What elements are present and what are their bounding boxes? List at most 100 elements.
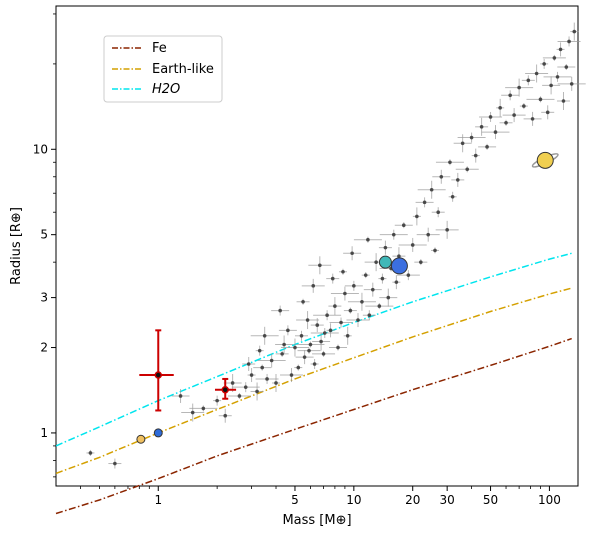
exoplanet-point	[250, 382, 264, 401]
exoplanet-marker	[380, 276, 385, 281]
exoplanet-marker	[436, 210, 441, 215]
exoplanet-marker	[538, 97, 543, 102]
exoplanet-point	[278, 325, 297, 336]
exoplanet-marker	[545, 110, 550, 115]
exoplanet-point	[275, 350, 289, 357]
exoplanet-points	[86, 22, 586, 469]
exoplanet-marker	[293, 345, 297, 350]
exoplanet-marker	[504, 120, 508, 125]
point-earth	[153, 428, 163, 438]
exoplanet-marker	[190, 410, 195, 415]
exoplanet-marker	[339, 320, 343, 325]
exoplanet-marker	[333, 304, 337, 308]
exoplanet-point	[412, 207, 421, 226]
exoplanet-point	[432, 169, 451, 184]
exoplanet-point	[329, 344, 348, 351]
exoplanet-marker	[394, 280, 399, 284]
exoplanet-marker	[269, 358, 274, 363]
exoplanet-marker	[356, 318, 360, 322]
exoplanet-point	[255, 345, 264, 356]
x-tick-label: 5	[291, 493, 299, 507]
exoplanet-marker	[325, 313, 329, 318]
exoplanet-marker	[286, 328, 290, 333]
exoplanet-marker	[410, 243, 415, 247]
exoplanet-point	[347, 292, 376, 311]
legend-label-h2o: H2O	[152, 82, 180, 97]
exoplanet-marker	[301, 299, 305, 304]
exoplanet-point	[326, 273, 340, 284]
x-tick-label: 20	[405, 493, 420, 507]
exoplanet-point	[431, 207, 445, 218]
exoplanet-marker	[374, 260, 378, 264]
exoplanet-point	[448, 191, 457, 202]
point-marker	[154, 371, 163, 379]
exoplanet-marker	[280, 352, 284, 356]
exoplanet-point	[556, 42, 565, 57]
exoplanet-point	[361, 272, 370, 279]
legend-box	[103, 35, 223, 103]
exoplanet-marker	[377, 304, 382, 308]
exoplanet-marker	[526, 78, 531, 83]
exoplanet-marker	[419, 260, 423, 264]
x-axis-ticks: 1 5 10 20 30 50 100	[80, 486, 561, 507]
exoplanet-point	[414, 259, 428, 266]
exoplanet-point	[301, 278, 325, 293]
exoplanet-marker	[415, 214, 419, 219]
exoplanet-point	[310, 318, 324, 333]
exoplanet-point	[312, 332, 331, 351]
exoplanet-point	[362, 310, 376, 321]
exoplanet-marker	[312, 362, 317, 366]
exoplanet-point	[242, 356, 256, 371]
exoplanet-point	[502, 108, 526, 123]
exoplanet-point	[453, 134, 472, 153]
exoplanet-marker	[278, 308, 282, 313]
exoplanet-point	[499, 119, 513, 126]
exoplanet-point	[392, 275, 401, 290]
exoplanet-marker	[469, 135, 474, 140]
exoplanet-marker	[552, 56, 557, 60]
exoplanet-marker	[465, 167, 470, 172]
exoplanet-point	[279, 368, 303, 383]
point-saturn	[531, 151, 559, 169]
exoplanet-marker	[479, 125, 484, 129]
exoplanet-point	[435, 159, 464, 166]
y-axis-ticks: 1 2 3 5 10	[33, 13, 56, 478]
model-lines	[55, 252, 572, 515]
exoplanet-point	[312, 350, 336, 357]
exoplanet-point	[171, 388, 190, 403]
exoplanet-marker	[555, 75, 560, 79]
exoplanet-marker	[330, 276, 335, 281]
exoplanet-marker	[460, 141, 465, 146]
exoplanet-point	[501, 90, 520, 101]
exoplanet-point	[378, 273, 387, 284]
exoplanet-marker	[445, 228, 449, 232]
legend: Fe Earth-like H2O	[103, 35, 223, 103]
exoplanet-marker	[289, 373, 294, 377]
exoplanet-point	[451, 172, 465, 187]
exoplanet-point	[297, 347, 321, 354]
exoplanet-point	[257, 353, 286, 368]
exoplanet-point	[295, 330, 309, 341]
exoplanet-marker	[305, 318, 310, 322]
exoplanet-marker	[311, 284, 316, 288]
exoplanet-marker	[321, 352, 326, 356]
y-tick-label: 3	[40, 291, 48, 305]
exoplanet-marker	[498, 106, 502, 110]
exoplanet-marker	[113, 461, 117, 466]
exoplanet-marker	[322, 331, 327, 335]
exoplanet-marker	[249, 373, 254, 377]
exoplanet-point	[519, 103, 528, 110]
exoplanet-marker	[315, 323, 320, 327]
x-tick-label: 1	[154, 493, 162, 507]
exoplanet-point	[296, 341, 325, 348]
point-red-point-b	[214, 377, 237, 400]
exoplanet-marker	[473, 153, 478, 158]
exoplanet-marker	[534, 71, 539, 76]
exoplanet-marker	[360, 299, 364, 304]
y-axis-label: Radius [R⊕]	[9, 207, 24, 285]
x-axis-label: Mass [M⊕]	[282, 513, 351, 528]
exoplanet-marker	[383, 245, 388, 250]
exoplanet-marker	[230, 381, 235, 385]
exoplanet-marker	[246, 362, 251, 366]
exoplanet-marker	[508, 93, 512, 98]
